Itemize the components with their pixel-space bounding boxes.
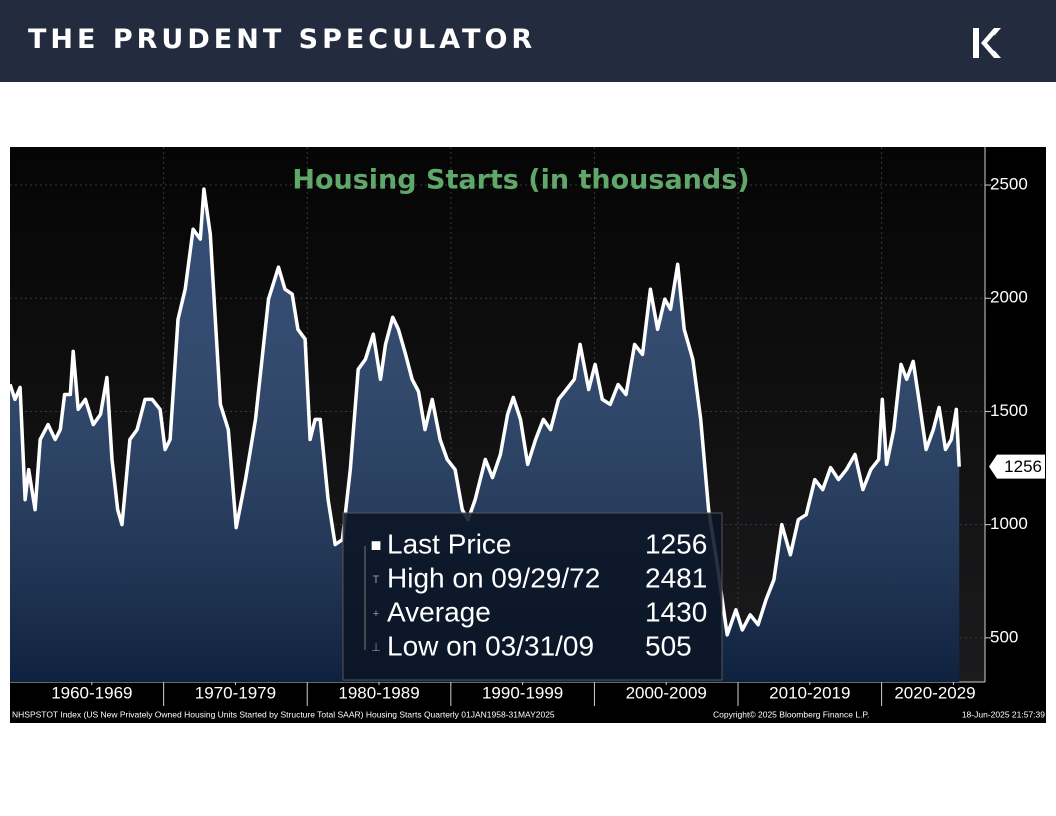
legend-value: 2481 [645,562,707,593]
y-tick-label: 500 [990,627,1018,646]
area-shade [10,189,960,682]
legend-symbol: T [373,574,380,586]
legend-value: 505 [645,630,692,661]
y-tick-label: 2000 [990,288,1028,307]
logo [973,28,1001,58]
last-value-label: 1256 [1004,457,1042,476]
timestamp: 18-Jun-2025 21:57:39 [962,709,1045,719]
y-tick-label: 2500 [990,175,1028,194]
legend-symbol: ⊥ [371,642,381,654]
x-tick-label: 2020-2029 [894,683,975,702]
legend-symbol: ■ [371,535,382,555]
footnote: NHSPSTOT Index (US New Privately Owned H… [12,709,555,719]
chart-title: Housing Starts (in thousands) [292,165,749,196]
y-tick-label: 1500 [990,401,1028,420]
legend-label: Average [387,596,491,627]
legend-label: High on 09/29/72 [387,562,600,593]
x-tick-label: 2000-2009 [626,683,707,702]
y-tick-label: 1000 [990,514,1028,533]
legend-value: 1256 [645,528,707,559]
legend-box [342,512,723,681]
legend-value: 1430 [645,596,707,627]
copyright: Copyright© 2025 Bloomberg Finance L.P. [713,709,869,719]
legend-symbol: + [373,608,379,620]
header-bar: THE PRUDENT SPECULATOR [0,0,1056,82]
brand-title: THE PRUDENT SPECULATOR [28,24,537,55]
x-tick-label: 1970-1979 [195,683,276,702]
x-tick-label: 1960-1969 [51,683,132,702]
legend-label: Low on 03/31/09 [387,630,594,661]
legend-label: Last Price [387,528,512,559]
line [8,187,961,637]
x-tick-label: 1990-1999 [482,683,563,702]
last-value-tag [989,454,1045,479]
x-tick-label: 2010-2019 [769,683,850,702]
x-tick-label: 1980-1989 [338,683,419,702]
